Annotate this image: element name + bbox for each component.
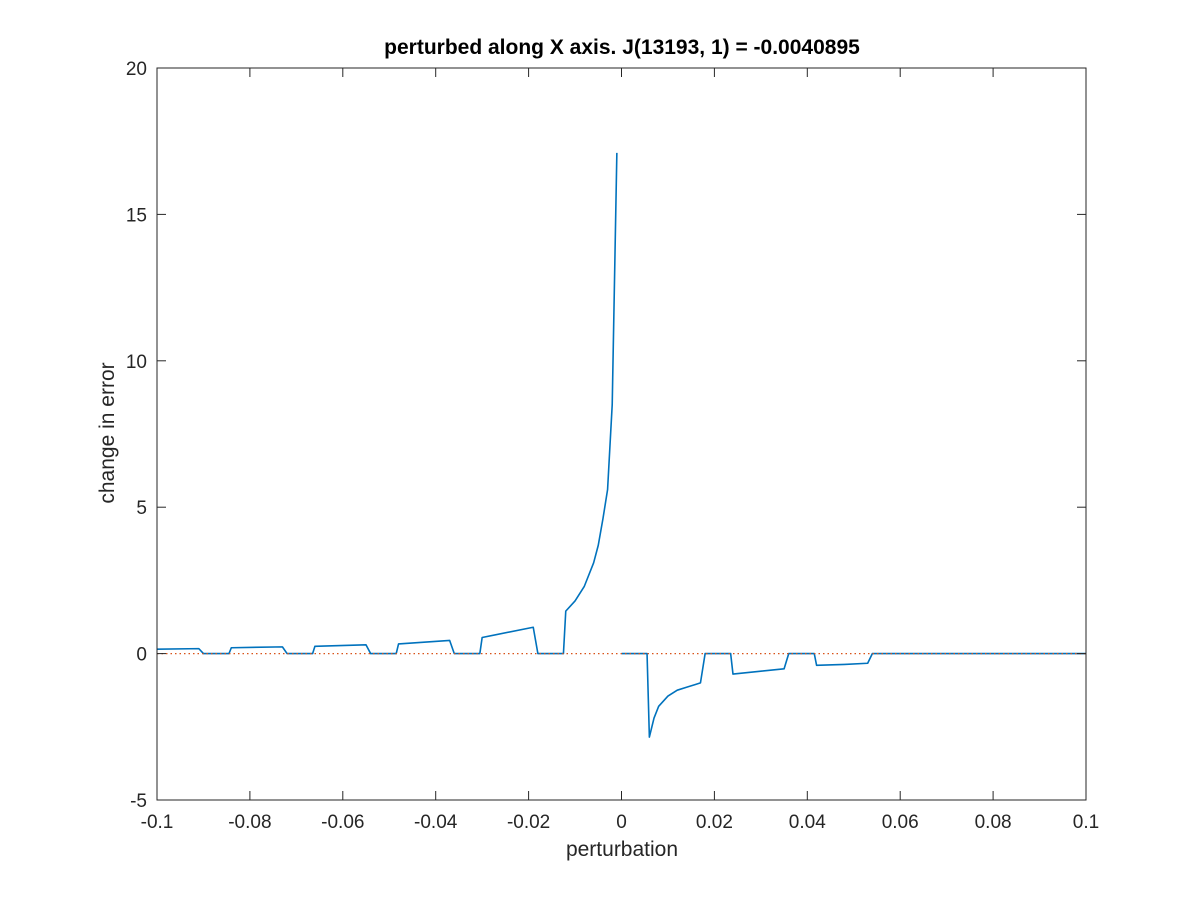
data-point [616,152,618,154]
data-point [653,717,655,719]
data-point [667,695,669,697]
plot-area [156,67,1087,801]
data-point [481,637,483,639]
y-axis-label: change in error [96,362,119,503]
data-point [676,689,678,691]
data-point [783,668,785,670]
data-point [370,653,372,655]
data-point [479,653,481,655]
data-point [760,670,762,672]
data-point [649,736,651,738]
data-point [398,643,400,645]
data-point [607,489,609,491]
data-point [565,610,567,612]
x-tick-label: 0.06 [882,812,919,833]
y-tick-label: 0 [136,645,147,666]
data-point [231,647,233,649]
data-point [816,665,818,667]
chart-title: perturbed along X axis. J(13193, 1) = -0… [384,36,860,59]
x-tick-label: 0.02 [696,812,733,833]
x-axis-label: perturbation [566,838,678,861]
axes-box [156,67,1087,801]
y-tick-label: 15 [126,205,147,226]
data-point [602,518,604,520]
data-point [584,585,586,587]
y-tick-label: 5 [136,498,147,519]
y-tick-label: 10 [126,352,147,373]
series-line-0-seg-1 [621,652,1086,738]
data-point [658,706,660,708]
data-point [704,653,706,655]
data-point [593,562,595,564]
x-tick-label: 0.04 [789,812,826,833]
data-point [730,653,732,655]
data-point [597,544,599,546]
data-point [574,600,576,602]
x-tick-label: -0.06 [321,812,364,833]
data-point [537,653,539,655]
data-point [532,626,534,628]
data-point [611,404,613,406]
data-point [365,644,367,646]
x-tick-label: -0.04 [414,812,458,833]
data-point [282,646,284,648]
data-point [449,640,451,642]
x-tick-label: 0 [616,812,627,833]
x-tick-label: 0.1 [1073,812,1099,833]
y-tick-label: 20 [126,59,147,80]
data-point [844,664,846,666]
data-point [695,684,697,686]
data-point [314,645,316,647]
ticks: -0.1 -0.08 -0.06 -0.04 -0.02 0 0.02 0.04 0.06 0.0… [126,59,1099,833]
data-point [312,653,314,655]
x-tick-label: -0.1 [141,812,174,833]
data-point [867,662,869,664]
data-point [686,686,688,688]
x-tick-label: 0.08 [975,812,1012,833]
y-tick-label: -5 [130,791,147,812]
data-point [198,648,200,650]
data-point [700,682,702,684]
x-tick-label: -0.08 [228,812,271,833]
x-tick-label: -0.02 [507,812,550,833]
data-point [732,673,734,675]
